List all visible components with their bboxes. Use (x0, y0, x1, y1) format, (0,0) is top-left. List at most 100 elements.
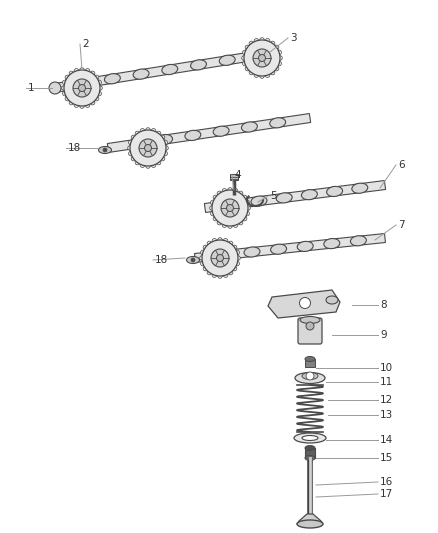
Circle shape (131, 156, 136, 161)
Circle shape (212, 239, 217, 243)
Circle shape (277, 50, 282, 55)
Circle shape (222, 223, 227, 228)
Circle shape (163, 140, 167, 145)
Circle shape (306, 322, 314, 330)
Bar (305, 359, 315, 367)
Polygon shape (54, 51, 261, 92)
Circle shape (97, 80, 102, 85)
Bar (305, 448, 315, 458)
Circle shape (151, 163, 156, 167)
Circle shape (270, 70, 275, 75)
Circle shape (80, 104, 84, 108)
Ellipse shape (270, 118, 286, 128)
Text: 14: 14 (380, 435, 393, 445)
Circle shape (254, 38, 259, 43)
Text: 8: 8 (380, 300, 387, 310)
Ellipse shape (104, 74, 120, 84)
Circle shape (164, 146, 168, 150)
Circle shape (245, 45, 250, 50)
Circle shape (62, 86, 66, 90)
Circle shape (131, 135, 136, 140)
Circle shape (191, 258, 195, 262)
Circle shape (228, 188, 232, 192)
Ellipse shape (350, 236, 366, 246)
Circle shape (65, 96, 70, 101)
Circle shape (103, 148, 107, 152)
Ellipse shape (219, 55, 235, 66)
Text: 18: 18 (155, 255, 168, 265)
Text: 16: 16 (380, 477, 393, 487)
Circle shape (203, 266, 208, 271)
Ellipse shape (302, 435, 318, 440)
Circle shape (140, 128, 145, 133)
Circle shape (74, 69, 79, 73)
Circle shape (300, 297, 311, 309)
Circle shape (98, 86, 102, 90)
Circle shape (80, 68, 84, 72)
Ellipse shape (326, 296, 338, 304)
Circle shape (207, 241, 212, 246)
Circle shape (160, 135, 165, 140)
Text: 3: 3 (290, 33, 297, 43)
Circle shape (74, 103, 79, 108)
Circle shape (233, 189, 238, 193)
Circle shape (253, 49, 271, 67)
Circle shape (65, 75, 70, 80)
Circle shape (202, 240, 238, 276)
Circle shape (135, 131, 140, 136)
Polygon shape (194, 233, 385, 262)
Polygon shape (297, 514, 323, 524)
Circle shape (63, 91, 67, 96)
Circle shape (238, 220, 243, 225)
Text: 5: 5 (270, 191, 277, 201)
Circle shape (218, 238, 223, 243)
Circle shape (265, 38, 270, 43)
Circle shape (258, 54, 265, 61)
Circle shape (212, 190, 248, 226)
Circle shape (201, 250, 205, 255)
Circle shape (217, 220, 222, 225)
Circle shape (156, 131, 161, 136)
Circle shape (260, 38, 264, 42)
Circle shape (201, 261, 205, 266)
Ellipse shape (294, 433, 326, 443)
Ellipse shape (251, 196, 267, 206)
Circle shape (254, 73, 259, 77)
Circle shape (235, 261, 240, 266)
Ellipse shape (271, 244, 286, 254)
Ellipse shape (297, 520, 323, 528)
Circle shape (90, 71, 95, 76)
Ellipse shape (295, 373, 325, 384)
Circle shape (156, 160, 161, 165)
Circle shape (233, 223, 238, 228)
Text: 11: 11 (380, 377, 393, 387)
Circle shape (163, 151, 167, 156)
Circle shape (226, 205, 233, 212)
Ellipse shape (352, 183, 368, 193)
Text: 18: 18 (68, 143, 81, 153)
Circle shape (160, 156, 165, 161)
Circle shape (249, 41, 254, 46)
FancyBboxPatch shape (298, 318, 322, 344)
Circle shape (306, 372, 314, 380)
Circle shape (218, 274, 223, 278)
Ellipse shape (324, 239, 340, 248)
Text: 12: 12 (380, 395, 393, 405)
Circle shape (139, 139, 157, 157)
Circle shape (243, 61, 247, 66)
Circle shape (128, 146, 132, 150)
Circle shape (151, 128, 156, 133)
Ellipse shape (301, 190, 318, 200)
Ellipse shape (276, 193, 292, 203)
Circle shape (223, 239, 228, 243)
Circle shape (270, 41, 275, 46)
Circle shape (277, 61, 282, 66)
Circle shape (69, 100, 74, 105)
Polygon shape (107, 114, 311, 152)
Ellipse shape (213, 126, 229, 136)
Circle shape (210, 206, 214, 211)
Circle shape (245, 211, 249, 216)
Circle shape (260, 74, 264, 78)
Text: 2: 2 (82, 39, 88, 49)
Circle shape (130, 130, 166, 166)
